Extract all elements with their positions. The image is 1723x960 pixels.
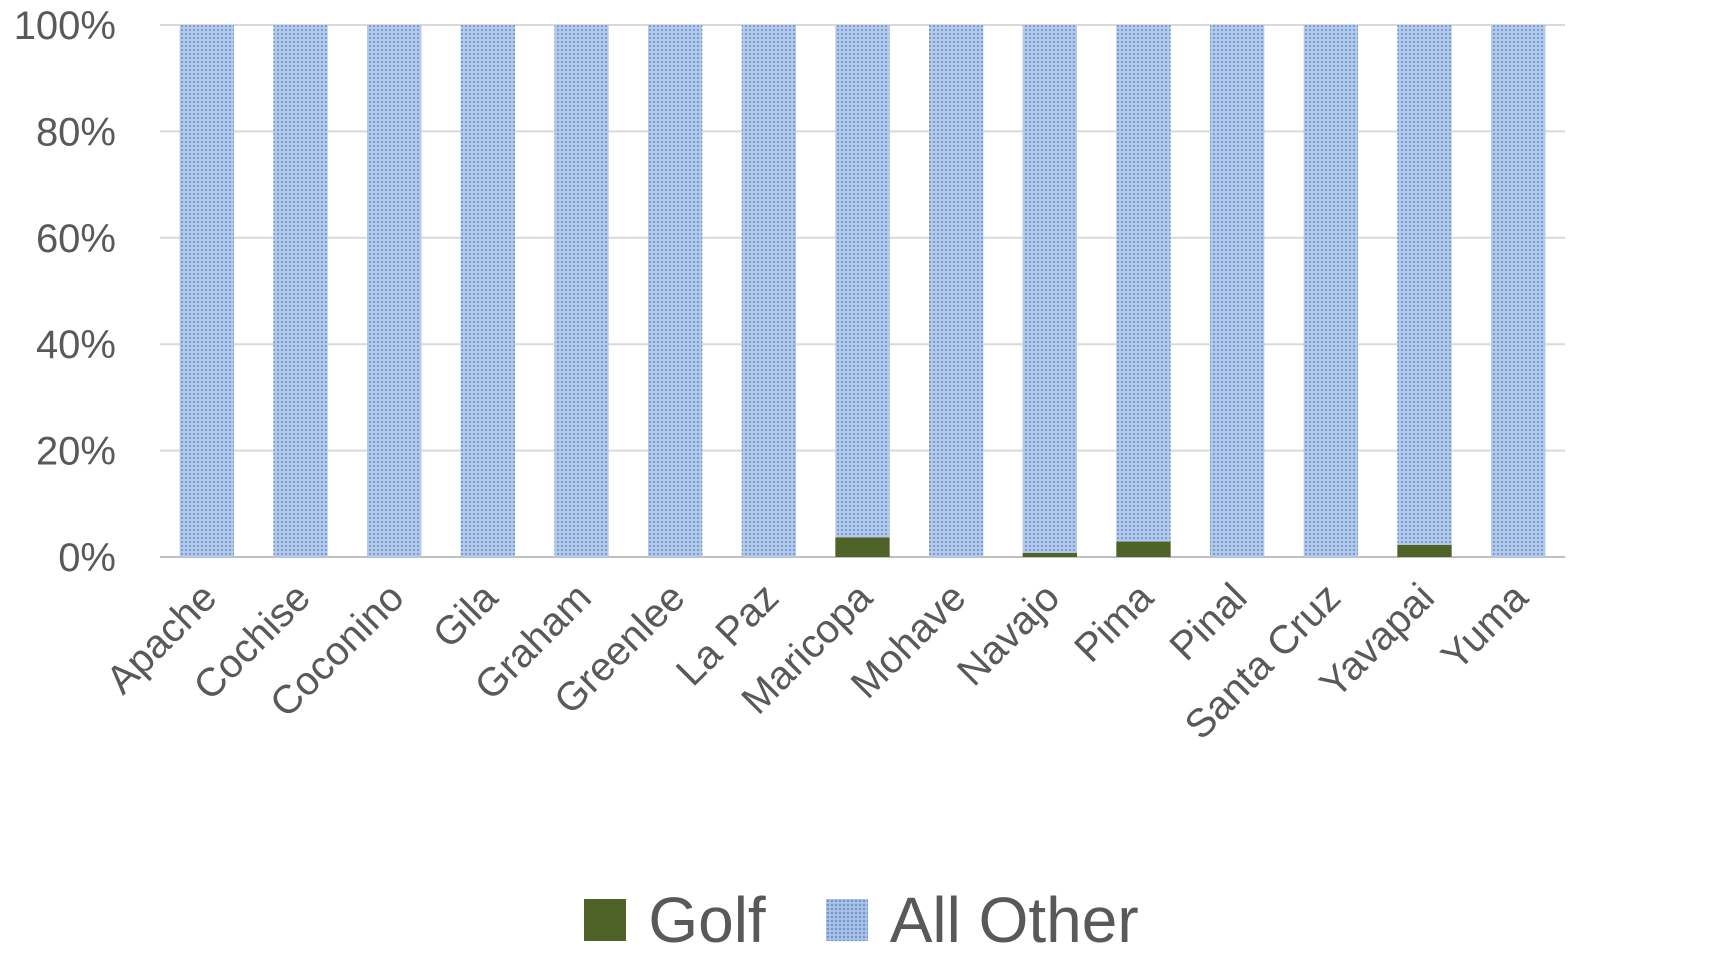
bar-all-other — [367, 25, 422, 557]
bar-all-other — [929, 25, 984, 557]
bar-all-other — [1303, 25, 1358, 557]
y-tick-label: 40% — [36, 323, 116, 367]
bar-golf — [1116, 541, 1171, 557]
y-tick-label: 0% — [58, 536, 116, 580]
bar-all-other — [1116, 25, 1171, 542]
legend-swatch-all-other — [825, 899, 868, 941]
bar-golf — [835, 537, 890, 557]
y-tick-label: 20% — [36, 430, 116, 474]
bar-golf — [1022, 552, 1077, 557]
legend-label-all-other: All Other — [889, 884, 1139, 956]
y-tick-label: 60% — [36, 217, 116, 261]
bar-all-other — [1210, 25, 1265, 557]
bar-all-other — [179, 25, 234, 557]
bar-all-other — [1022, 25, 1077, 553]
bar-all-other — [1491, 25, 1546, 557]
x-tick-label: Navajo — [949, 575, 1068, 694]
bar-all-other — [1397, 25, 1452, 545]
x-tick-label: Pima — [1066, 575, 1162, 671]
y-tick-label: 100% — [14, 4, 116, 48]
legend-swatch-golf — [584, 899, 627, 941]
bar-all-other — [460, 25, 515, 557]
x-tick-label: Yuma — [1433, 575, 1537, 679]
legend-item-golf: Golf — [584, 883, 766, 957]
bar-golf — [1397, 544, 1452, 557]
legend: Golf All Other — [0, 880, 1723, 960]
bar-all-other — [554, 25, 609, 557]
legend-item-all-other: All Other — [825, 883, 1139, 957]
bar-all-other — [835, 25, 890, 538]
x-tick-label: Gila — [425, 575, 507, 657]
legend-label-golf: Golf — [648, 884, 766, 956]
bar-all-other — [741, 25, 796, 557]
y-tick-label: 80% — [36, 110, 116, 154]
bar-all-other — [648, 25, 703, 557]
chart-plot: 0%20%40%60%80%100% ApacheCochiseCoconino… — [14, 4, 1565, 748]
bar-all-other — [273, 25, 328, 557]
